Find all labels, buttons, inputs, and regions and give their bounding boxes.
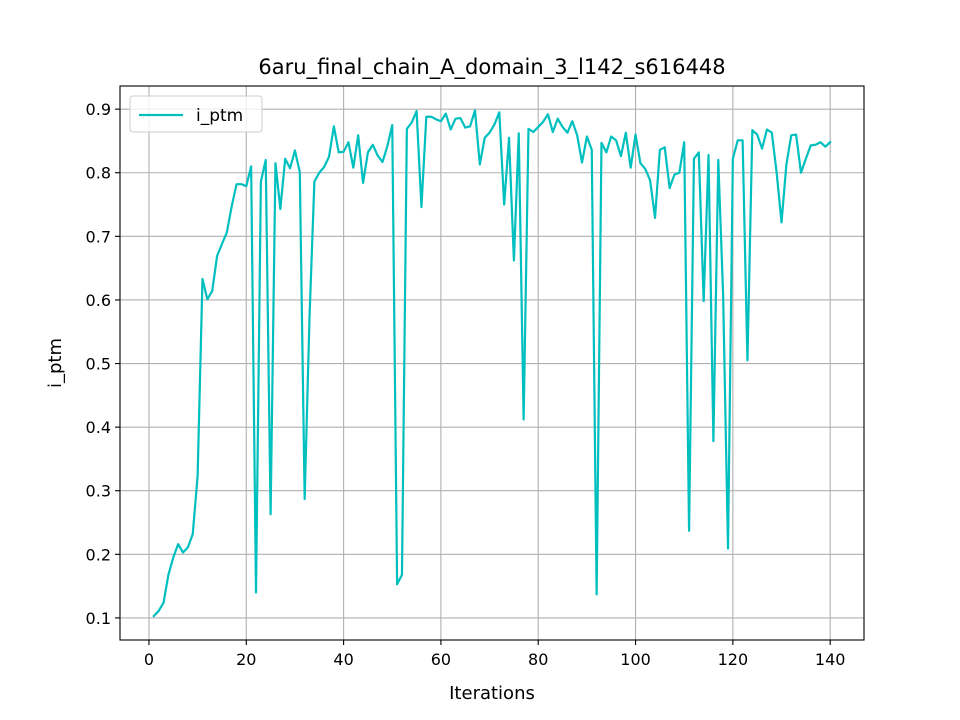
y-tick-label: 0.2 <box>86 545 111 564</box>
y-tick-label: 0.1 <box>86 609 111 628</box>
x-tick-label: 80 <box>528 650 548 669</box>
chart-title: 6aru_final_chain_A_domain_3_l142_s616448 <box>258 55 725 80</box>
x-axis-ticks: 0 20 40 60 80 100 120 140 <box>144 640 846 669</box>
legend-box <box>129 95 263 133</box>
series-group <box>152 109 832 618</box>
x-tick-label: 140 <box>815 650 846 669</box>
x-tick-label: 100 <box>620 650 651 669</box>
y-tick-label: 0.9 <box>86 100 111 119</box>
y-tick-label: 0.6 <box>86 291 111 310</box>
y-tick-label: 0.8 <box>86 164 111 183</box>
y-tick-label: 0.3 <box>86 482 111 501</box>
x-tick-label: 20 <box>236 650 256 669</box>
y-tick-label: 0.4 <box>86 418 111 437</box>
x-tick-label: 40 <box>333 650 353 669</box>
y-tick-label: 0.7 <box>86 227 111 246</box>
x-axis-label: Iterations <box>449 683 535 704</box>
y-tick-label: 0.5 <box>86 355 111 374</box>
x-tick-label: 60 <box>431 650 451 669</box>
x-tick-label: 120 <box>718 650 749 669</box>
grid-lines <box>120 86 864 640</box>
y-axis-ticks: 0.1 0.2 0.3 0.4 0.5 0.6 0.7 0.8 0.9 <box>86 100 120 628</box>
x-tick-label: 0 <box>144 650 154 669</box>
y-axis-label: i_ptm <box>45 338 66 388</box>
legend-label: i_ptm <box>196 106 243 126</box>
legend: i_ptm <box>129 95 263 133</box>
series-line-i-ptm <box>152 109 832 618</box>
